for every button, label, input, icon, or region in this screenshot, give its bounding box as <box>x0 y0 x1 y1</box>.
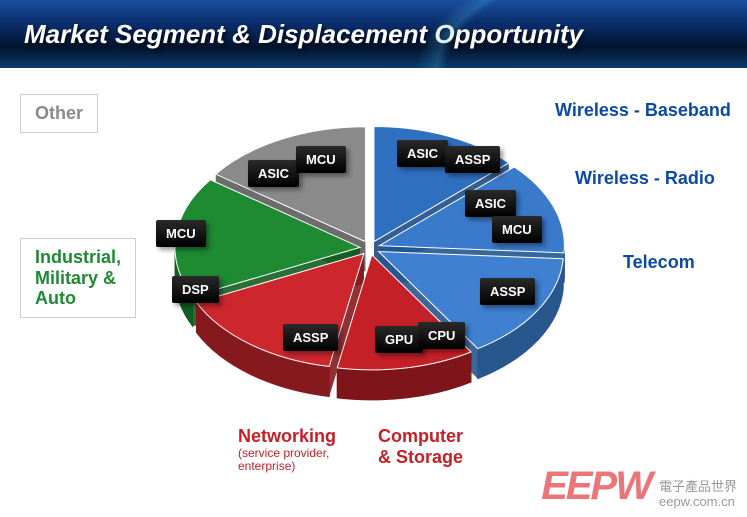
segment-label-text: Industrial, Military & Auto <box>35 247 121 308</box>
chip-label: MCU <box>156 220 206 247</box>
chip-label: DSP <box>172 276 219 303</box>
segment-label-text: Wireless - Baseband <box>555 100 731 120</box>
chip-label: ASIC <box>248 160 299 187</box>
segment-label-text: Wireless - Radio <box>575 168 715 188</box>
chip-label: ASSP <box>480 278 535 305</box>
segment-label-text: Networking <box>238 426 336 446</box>
chip-label: ASIC <box>465 190 516 217</box>
segment-label-industrial: Industrial, Military & Auto <box>20 238 136 318</box>
watermark-logo: EEPW <box>541 464 651 509</box>
segment-label-text: Telecom <box>623 252 695 272</box>
chip-label: CPU <box>418 322 465 349</box>
segment-label-text: Computer & Storage <box>378 426 463 467</box>
segment-label-telecom: Telecom <box>623 252 695 273</box>
title-bar: Market Segment & Displacement Opportunit… <box>0 0 747 68</box>
watermark: EEPW 電子產品世界 eepw.com.cn <box>541 464 737 509</box>
watermark-text: 電子產品世界 eepw.com.cn <box>659 480 737 509</box>
segment-label-wireless-baseband: Wireless - Baseband <box>555 100 731 121</box>
chart-area: Wireless - Baseband Wireless - Radio Telec… <box>0 68 747 517</box>
page-title: Market Segment & Displacement Opportunit… <box>24 19 583 50</box>
chip-label: ASSP <box>283 324 338 351</box>
chip-label: MCU <box>296 146 346 173</box>
chip-label: GPU <box>375 326 423 353</box>
chip-label: MCU <box>492 216 542 243</box>
segment-label-wireless-radio: Wireless - Radio <box>575 168 715 189</box>
chip-label: ASSP <box>445 146 500 173</box>
segment-label-networking: Networking(service provider, enterprise) <box>238 426 336 474</box>
chip-label: ASIC <box>397 140 448 167</box>
segment-label-computer-storage: Computer & Storage <box>378 426 463 467</box>
segment-label-other: Other <box>20 94 98 133</box>
segment-sublabel-text: (service provider, enterprise) <box>238 447 336 475</box>
segment-label-text: Other <box>35 103 83 123</box>
